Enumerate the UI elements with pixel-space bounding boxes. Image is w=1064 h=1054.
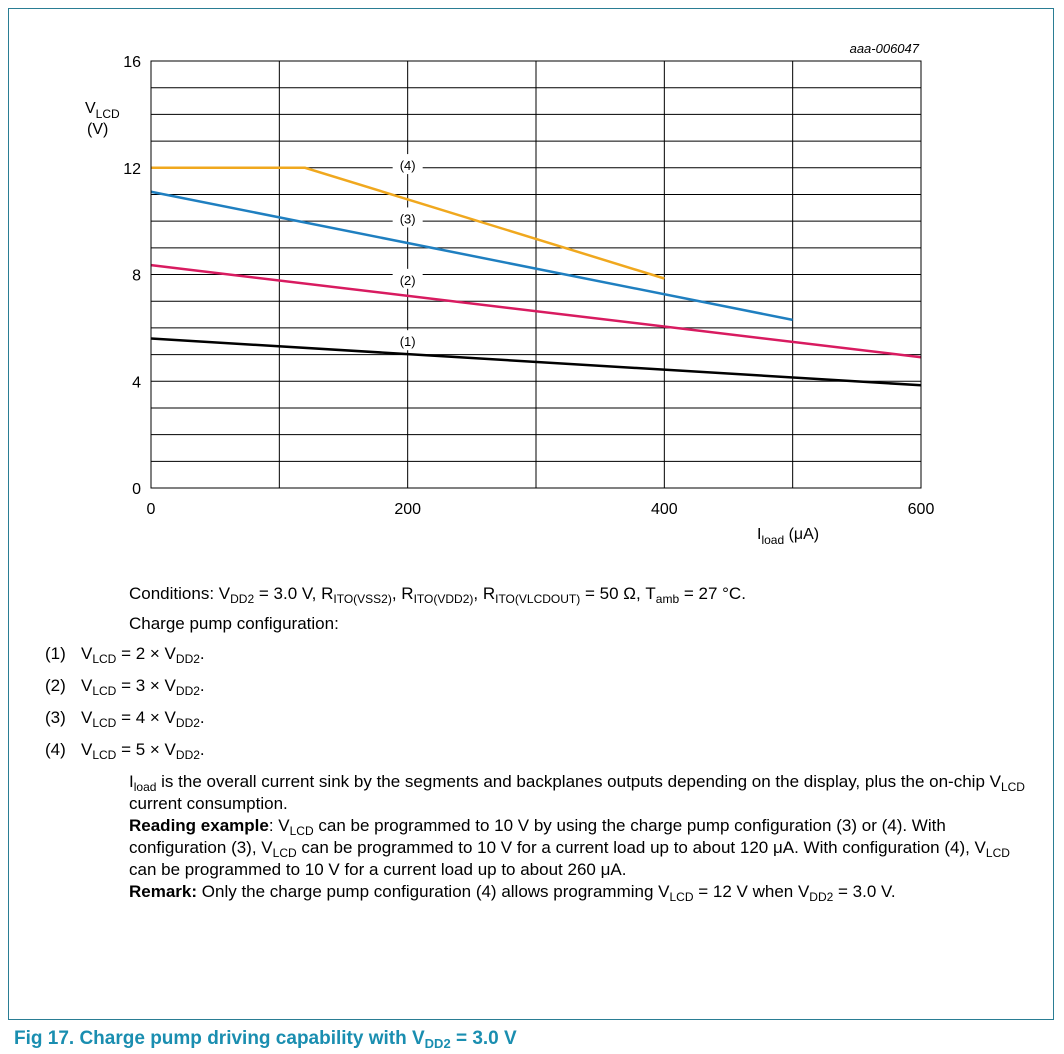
iload-description: Iload is the overall current sink by the… [129, 772, 1025, 813]
series-line-2 [150, 263, 922, 359]
config-formula: VLCD = 3 × VDD2. [81, 676, 205, 698]
chart: 0 4 8 12 16 0 200 400 600 aaa-006047 VLCD(V) Iload … [85, 41, 935, 547]
figure-notes: Conditions: VDD2 = 3.0 V, RITO(VSS2), RI… [45, 583, 1029, 904]
reading-example: Reading example: VLCD can be programmed … [129, 816, 1010, 879]
config-number: (3) [45, 708, 66, 727]
x-tick-label: 400 [651, 501, 678, 518]
x-tick-label: 0 [147, 501, 156, 518]
config-number: (4) [45, 740, 66, 759]
x-tick-label: 200 [394, 501, 421, 518]
config-number: (2) [45, 676, 66, 695]
series-label-bg [392, 207, 423, 228]
series-line-3 [150, 190, 793, 322]
series-label: (1) [400, 334, 416, 349]
config-number: (1) [45, 644, 66, 663]
series-label-bg [392, 330, 423, 351]
x-tick-label: 600 [908, 501, 935, 518]
series-label-bg [392, 154, 423, 175]
config-formula: VLCD = 5 × VDD2. [81, 740, 205, 762]
x-axis-label: Iload (μA) [757, 526, 819, 547]
y-tick-label: 12 [123, 161, 141, 178]
figure-frame: 0 4 8 12 16 0 200 400 600 aaa-006047 VLCD (V) Iload … [8, 8, 1054, 1020]
y-tick-label: 8 [132, 268, 141, 285]
figure-id: aaa-006047 [850, 41, 920, 56]
config-list: (1) VLCD = 2 × VDD2. (2) VLCD = 3 × VDD2. (3… [45, 643, 945, 761]
plot-border [150, 60, 922, 489]
series-label: (3) [400, 211, 416, 226]
figure-title: Fig 17. Charge pump driving capability w… [14, 1028, 517, 1051]
series-label: (4) [400, 158, 416, 173]
y-tick-label: 0 [132, 481, 141, 498]
y-tick-label: 4 [132, 374, 141, 391]
y-tick-label: 16 [123, 54, 141, 71]
series-line-1 [150, 337, 922, 387]
y-axis-label: VLCD [85, 100, 120, 121]
series-label: (2) [400, 273, 416, 288]
config-formula: VLCD = 4 × VDD2. [81, 708, 205, 730]
config-item-2: (2) VLCD = 3 × VDD2. [45, 675, 945, 697]
config-item-1: (1) VLCD = 2 × VDD2. [45, 643, 945, 665]
series-line-4 [151, 166, 665, 280]
charge-pump-heading: Charge pump configuration: [129, 614, 339, 633]
config-formula: VLCD = 2 × VDD2. [81, 644, 205, 666]
series-label-bg [392, 268, 423, 289]
y-axis-unit: (V) [87, 121, 108, 138]
config-item-3: (3) VLCD = 4 × VDD2. [45, 707, 945, 729]
conditions-text: Conditions: VDD2 = 3.0 V, RITO(VSS2), RI… [129, 584, 746, 606]
config-item-4: (4) VLCD = 5 × VDD2. [45, 739, 945, 761]
remark-text: Remark: Only the charge pump configurati… [129, 882, 896, 904]
